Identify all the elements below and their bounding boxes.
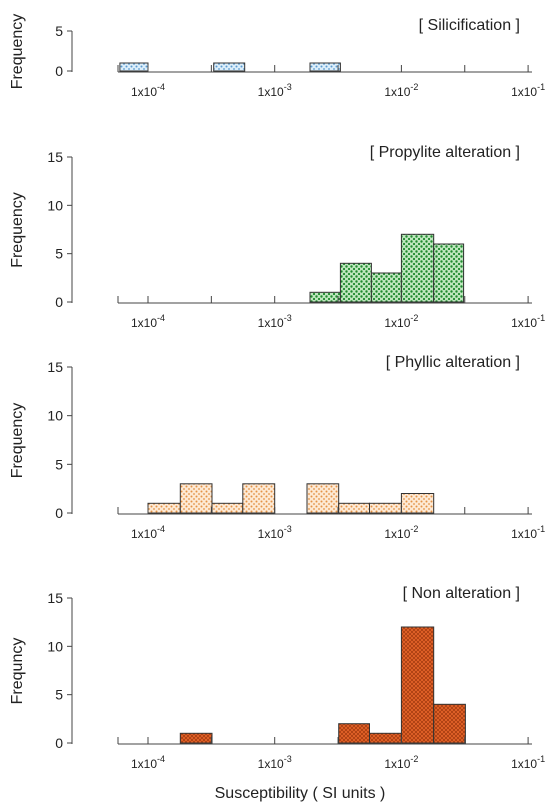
x-tick-label: 1x10-1 xyxy=(511,524,545,541)
histogram-bar xyxy=(338,723,371,744)
x-tick-label: 1x10-4 xyxy=(131,313,165,330)
y-tick-label: 0 xyxy=(55,735,63,751)
y-axis-label: Frequency xyxy=(9,14,26,90)
x-tick-label: 1x10-3 xyxy=(258,82,292,99)
histogram-panel-4: 0 5 10 15 Frequncy 1x10-4 1x10-3 1x10-2 1x10-1 [ … xyxy=(9,585,545,802)
x-tick-label: 1x10-1 xyxy=(511,82,545,99)
y-tick-label: 15 xyxy=(47,590,63,606)
histogram-bar xyxy=(309,291,341,303)
panel-title: [ Non alteration ] xyxy=(403,585,520,602)
histogram-panel-3: 0 5 10 15 Frequency 1x10-4 1x10-3 1x10-2 1x10-1 [… xyxy=(9,354,545,541)
y-tick-label: 10 xyxy=(47,408,63,424)
histogram-bar xyxy=(400,626,435,744)
x-tick-label: 1x10-4 xyxy=(131,524,165,541)
x-tick-label: 1x10-2 xyxy=(384,754,418,771)
y-tick-label: 0 xyxy=(55,505,63,521)
panel-title: [ Phyllic alteration ] xyxy=(386,354,520,371)
y-tick-label: 15 xyxy=(47,149,63,165)
y-axis-label: Frequency xyxy=(9,192,26,268)
x-tick-label: 1x10-4 xyxy=(131,82,165,99)
histogram-panel-2: 0 5 10 15 Frequency 1x10-4 1x10-3 1x10-2 1x10-1 [… xyxy=(9,144,545,330)
x-tick-label: 1x10-3 xyxy=(258,754,292,771)
x-tick-label: 1x10-2 xyxy=(384,524,418,541)
x-tick-label: 1x10-2 xyxy=(384,82,418,99)
histogram-bar xyxy=(309,62,341,72)
histogram-bar xyxy=(179,483,213,514)
y-axis-label: Frequency xyxy=(9,403,26,479)
histogram-bar xyxy=(339,262,372,303)
histogram-bar xyxy=(433,703,466,744)
histogram-bar xyxy=(400,233,435,303)
histogram-bar xyxy=(147,502,181,514)
panel-title: [ Propylite alteration ] xyxy=(370,144,520,161)
histogram-bar xyxy=(213,62,246,72)
histogram-bar xyxy=(369,502,402,514)
histogram-bar xyxy=(242,483,276,514)
histogram-bar xyxy=(179,732,213,744)
histogram-bar xyxy=(306,483,340,514)
x-axis-label: Susceptibility ( SI units ) xyxy=(215,785,386,802)
y-tick-label: 5 xyxy=(55,23,63,39)
y-tick-label: 0 xyxy=(55,63,63,79)
x-tick-label: 1x10-2 xyxy=(384,313,418,330)
y-tick-label: 0 xyxy=(55,294,63,310)
histogram-bar xyxy=(370,272,402,303)
panel-title: [ Silicification ] xyxy=(419,17,520,34)
x-tick-label: 1x10-4 xyxy=(131,754,165,771)
y-axis-label: Frequncy xyxy=(9,638,26,705)
y-tick-label: 10 xyxy=(47,197,63,213)
x-tick-label: 1x10-3 xyxy=(258,313,292,330)
histogram-bar xyxy=(400,493,435,514)
histogram-bar xyxy=(338,502,371,514)
histogram-panel-1: 0 5 Frequency 1x10-4 1x10-3 1x10-2 1x10-1 [ Sil… xyxy=(9,14,545,99)
x-tick-label: 1x10-1 xyxy=(511,754,545,771)
y-tick-label: 10 xyxy=(47,638,63,654)
histogram-bar xyxy=(211,502,244,514)
x-tick-label: 1x10-3 xyxy=(258,524,292,541)
y-tick-label: 5 xyxy=(55,687,63,703)
histogram-bar xyxy=(369,732,402,744)
y-tick-label: 15 xyxy=(47,359,63,375)
histogram-bar xyxy=(119,62,149,72)
y-tick-label: 5 xyxy=(55,246,63,262)
x-tick-label: 1x10-1 xyxy=(511,313,545,330)
y-tick-label: 5 xyxy=(55,456,63,472)
histogram-bar xyxy=(433,243,465,303)
